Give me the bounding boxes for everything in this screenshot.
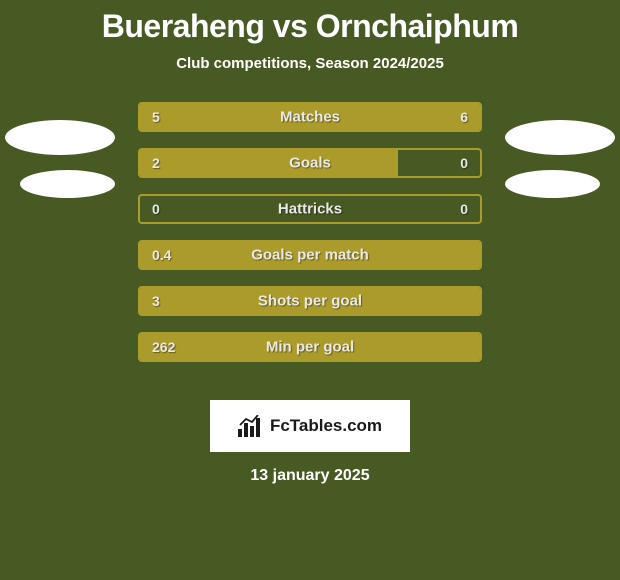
page-subtitle: Club competitions, Season 2024/2025 (0, 55, 620, 72)
bar-row: Goals 2 0 (138, 148, 482, 178)
bar-value-right: 0 (460, 201, 468, 217)
bar-label: Goals per match (251, 247, 369, 264)
logo-text: FcTables.com (270, 416, 382, 436)
bar-label: Shots per goal (258, 293, 362, 310)
chart-icon (238, 415, 264, 437)
comparison-chart: Matches 5 6 Goals 2 0 Hattricks 0 0 Goals per mat… (0, 102, 620, 382)
date-text: 13 january 2025 (0, 467, 620, 485)
bar-row: Goals per match 0.4 (138, 240, 482, 270)
avatar-right (505, 120, 615, 155)
bar-value-left: 0 (152, 201, 160, 217)
bar-label: Goals (289, 155, 331, 172)
bar-row: Hattricks 0 0 (138, 194, 482, 224)
bar-left-fill (140, 104, 295, 130)
bar-label: Hattricks (278, 201, 342, 218)
bar-value-left: 0.4 (152, 247, 171, 263)
bar-value-left: 3 (152, 293, 160, 309)
bar-value-left: 262 (152, 339, 175, 355)
bar-value-left: 2 (152, 155, 160, 171)
bar-row: Min per goal 262 (138, 332, 482, 362)
bar-row: Matches 5 6 (138, 102, 482, 132)
bar-value-right: 0 (460, 155, 468, 171)
bar-label: Matches (280, 109, 340, 126)
page-title: Bueraheng vs Ornchaiphum (0, 0, 620, 45)
bar-value-left: 5 (152, 109, 160, 125)
bar-row: Shots per goal 3 (138, 286, 482, 316)
bar-left-fill (140, 150, 398, 176)
bars-container: Matches 5 6 Goals 2 0 Hattricks 0 0 Goals per mat… (138, 102, 482, 378)
avatar-right (505, 170, 600, 198)
bar-value-right: 6 (460, 109, 468, 125)
avatar-left (20, 170, 115, 198)
avatar-left (5, 120, 115, 155)
logo-box: FcTables.com (210, 400, 410, 452)
bar-label: Min per goal (266, 339, 354, 356)
